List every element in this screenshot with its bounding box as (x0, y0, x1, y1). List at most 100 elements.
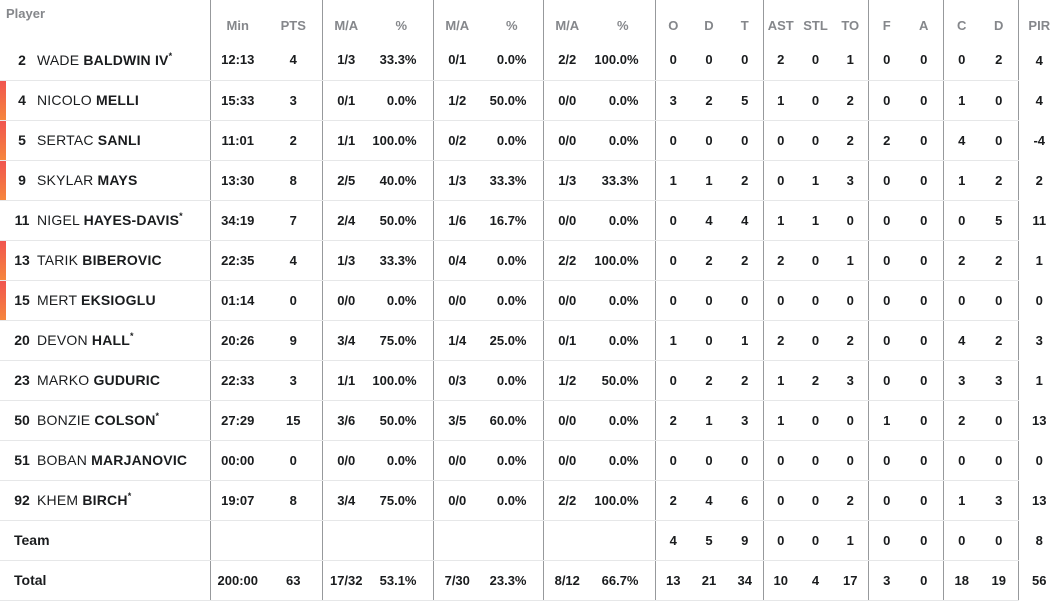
stat-column-header-min: Min (209, 0, 265, 40)
stat-column-header-ft-pct: % (616, 18, 629, 33)
stat-cell: 0 (691, 280, 727, 321)
stat-cell: 3 (727, 400, 763, 441)
stat-cell: 2 (798, 360, 833, 401)
stat-cell: 1 (762, 360, 798, 401)
stat-cell: 0 (905, 120, 943, 161)
stat-cell: 0 (691, 320, 727, 361)
stat-cell: 1 (762, 400, 798, 441)
stat-cell: 19:07 (209, 480, 265, 521)
stat-cell: 1 (654, 320, 691, 361)
on-court-indicator (0, 240, 6, 279)
stat-cell: 1 (942, 480, 980, 521)
stat-cell: 1 (942, 160, 980, 201)
stat-column-header-to: TO (841, 18, 860, 33)
stat-cell: 10 (762, 560, 798, 601)
stat-cell: 2/5 (321, 160, 370, 201)
stat-cell: 0 (980, 80, 1018, 121)
player-cell: 92 KHEM BIRCH* (0, 480, 210, 521)
stat-cell: 2 (942, 240, 980, 281)
stat-cell: 13 (654, 560, 691, 601)
stat-cell: 0/0 (432, 440, 481, 481)
stat-cell: 0 (654, 360, 691, 401)
stat-cell: 4 (1017, 40, 1060, 80)
stat-cell: 2 (727, 240, 763, 281)
player-cell: 23 MARKO GUDURIC (0, 360, 210, 401)
stat-cell: 0 (980, 120, 1018, 161)
stat-cell: 8 (265, 480, 322, 521)
stat-cell: 5 (727, 80, 763, 121)
player-name: BOBAN MARJANOVIC (37, 452, 188, 468)
stat-cell (481, 520, 543, 561)
stat-cell: 53.1% (370, 560, 433, 601)
jersey-number: 9 (18, 172, 26, 188)
stat-cell: 3 (980, 480, 1018, 521)
stat-cell: 7/30 (432, 560, 481, 601)
stat-column-header-3fg-pct: % (505, 18, 518, 33)
stat-cell: 0 (798, 480, 833, 521)
stat-cell: 0/3 (432, 360, 481, 401)
stat-cell: 0 (867, 360, 905, 401)
stat-cell: 0 (798, 320, 833, 361)
stat-cell: 0 (980, 520, 1018, 561)
stat-column-header-dreb: D (704, 18, 714, 33)
stat-cell: 0 (798, 440, 833, 481)
jersey-number: 11 (14, 212, 30, 228)
stat-cell: 1/3 (321, 240, 370, 281)
stat-cell: 0/1 (321, 80, 370, 121)
stat-cell: 3/4 (321, 320, 370, 361)
stat-cell: 0 (905, 200, 943, 241)
jersey-number: 92 (14, 492, 30, 508)
stat-cell: 0 (798, 400, 833, 441)
stat-cell: 1/2 (542, 360, 591, 401)
stat-cell (432, 520, 481, 561)
stat-cell: 0.0% (481, 240, 543, 281)
stat-cell: 1/6 (432, 200, 481, 241)
stat-cell: 0 (833, 400, 868, 441)
stat-cell: 0/1 (542, 320, 591, 361)
stat-cell: 0 (727, 440, 763, 481)
stat-cell: 1 (762, 200, 798, 241)
stat-cell: 9 (727, 520, 763, 561)
stat-cell: 4 (691, 200, 727, 241)
stat-cell: 0/1 (432, 40, 481, 81)
stat-cell: 22:35 (209, 240, 265, 281)
stat-column-header-c: C (942, 0, 980, 40)
stat-cell: 0.0% (481, 440, 543, 481)
player-name: WADE BALDWIN IV* (37, 50, 173, 68)
stat-cell: 0.0% (481, 40, 543, 81)
stat-cell: 6 (727, 480, 763, 521)
stat-cell: -4 (1017, 120, 1060, 160)
stat-cell: 3 (265, 360, 322, 401)
stat-cell: 0 (905, 160, 943, 201)
stat-cell: 2 (654, 400, 691, 441)
stat-cell: 34 (727, 560, 763, 601)
stat-cell: 1/1 (321, 120, 370, 161)
stat-cell: 3/6 (321, 400, 370, 441)
stat-cell: 50.0% (370, 400, 433, 441)
stat-cell: 0 (905, 520, 943, 561)
stat-cell: 0/0 (542, 280, 591, 321)
stat-cell: 0.0% (591, 280, 655, 321)
stat-cell: 0 (867, 240, 905, 281)
stat-column-header-stl: STL (803, 18, 828, 33)
stat-column-header-treb: T (740, 18, 749, 33)
stat-cell: 15 (265, 400, 322, 441)
stat-cell: 0 (942, 520, 980, 561)
stat-cell: 0 (905, 80, 943, 121)
stat-cell: 4 (942, 120, 980, 161)
stat-cell: 3/4 (321, 480, 370, 521)
on-court-indicator (0, 280, 6, 319)
stat-cell: 1 (1017, 360, 1060, 400)
stat-cell: 0 (798, 80, 833, 121)
player-name: NICOLO MELLI (37, 92, 139, 108)
stat-cell: 13 (1017, 400, 1060, 440)
stat-cell: 2 (980, 40, 1018, 81)
stat-cell: 0 (654, 40, 691, 81)
player-row: 23 MARKO GUDURIC 22:33 3 1/1 100.0% 0/3 0.0% 1/2… (0, 360, 1060, 401)
stat-cell: 0 (654, 280, 691, 321)
stat-cell: 4 (798, 560, 833, 601)
stat-cell: 2 (654, 480, 691, 521)
player-cell: 13 TARIK BIBEROVIC (0, 240, 210, 281)
player-row: 5 SERTAC SANLI 11:01 2 1/1 100.0% 0/2 0.0% 0/0 0.… (0, 120, 1060, 161)
stat-cell: 0 (691, 40, 727, 81)
